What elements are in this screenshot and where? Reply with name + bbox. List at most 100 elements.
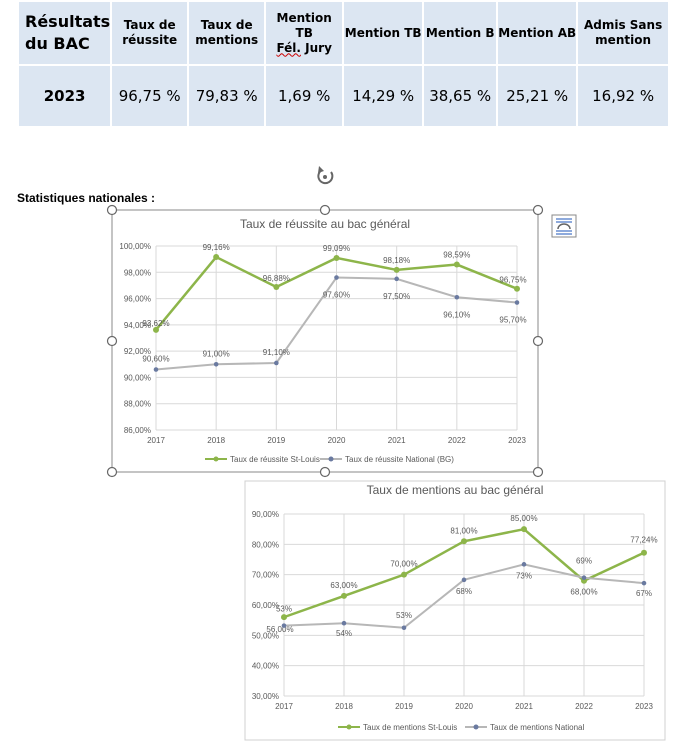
x-tick-label: 2017: [275, 702, 293, 711]
y-tick-label: 60,00%: [252, 601, 279, 610]
table-cell: 2023: [16, 64, 113, 128]
legend-label: Taux de mentions St-Louis: [363, 723, 457, 732]
y-tick-label: 88,00%: [124, 400, 151, 409]
resize-handle[interactable]: [106, 204, 118, 216]
table-cell: 25,21 %: [496, 64, 579, 128]
data-label: 91,00%: [203, 349, 230, 358]
x-tick-label: 2022: [448, 436, 466, 445]
header-cell: Admis Sans mention: [576, 0, 670, 66]
data-point: [153, 326, 159, 333]
header-cell: Taux de mentions: [187, 0, 267, 66]
data-point: [273, 284, 280, 291]
resize-handle[interactable]: [319, 204, 331, 216]
data-label: 68%: [456, 587, 472, 596]
table-cell: 96,75 %: [110, 64, 190, 128]
data-label: 96,88%: [263, 274, 290, 283]
data-label: 53%: [396, 611, 412, 620]
header-text: Jury: [300, 40, 332, 55]
section-label: Statistiques nationales :: [17, 191, 156, 205]
chart-title: Taux de mentions au bac général: [367, 483, 544, 497]
data-label: 85,00%: [510, 514, 537, 523]
layout-options-button[interactable]: [551, 214, 577, 238]
resize-handle[interactable]: [106, 466, 118, 478]
table-cell: 38,65 %: [422, 64, 499, 128]
header-cell: Résultats du BAC: [16, 0, 113, 66]
legend-marker: [346, 724, 352, 730]
header-cell: Taux de réussite: [110, 0, 190, 66]
table-cell: 16,92 %: [576, 64, 670, 128]
text-wrap-icon: [557, 223, 571, 230]
data-label: 96,10%: [443, 310, 470, 319]
y-tick-label: 96,00%: [124, 295, 151, 304]
data-label: 91,10%: [263, 348, 290, 357]
y-tick-label: 94,00%: [124, 321, 151, 330]
legend-marker: [473, 724, 479, 730]
data-point: [514, 300, 520, 305]
table-row: 2023 96,75 % 79,83 % 1,69 % 14,29 % 38,6…: [16, 64, 670, 128]
x-tick-label: 2020: [328, 436, 346, 445]
data-point: [394, 276, 399, 282]
x-tick-label: 2020: [455, 702, 473, 711]
data-label: 81,00%: [450, 526, 477, 535]
data-point: [333, 254, 340, 261]
x-tick-label: 2017: [147, 436, 165, 445]
data-label: 56,00%: [266, 625, 293, 634]
data-point: [461, 538, 467, 545]
resize-handle[interactable]: [106, 335, 118, 347]
data-point: [274, 360, 279, 366]
legend-label: Taux de réussite National (BG): [345, 455, 454, 464]
x-tick-label: 2018: [207, 436, 225, 445]
table-header-row: Résultats du BAC Taux de réussite Taux d…: [16, 0, 670, 66]
resize-handle[interactable]: [319, 466, 331, 478]
x-tick-label: 2021: [515, 702, 533, 711]
chart-area[interactable]: [244, 480, 666, 741]
data-label: 99,16%: [203, 243, 230, 252]
x-tick-label: 2023: [508, 436, 526, 445]
data-label: 97,60%: [323, 291, 350, 300]
x-tick-label: 2019: [395, 702, 413, 711]
data-label: 90,60%: [142, 355, 169, 364]
data-label: 68,00%: [570, 588, 597, 597]
data-point: [641, 580, 647, 586]
data-point: [453, 261, 460, 268]
x-tick-label: 2023: [635, 702, 653, 711]
data-point: [341, 620, 347, 626]
data-point: [153, 367, 159, 372]
data-point: [401, 571, 407, 578]
legend-marker: [213, 456, 219, 462]
header-cell: Mention B: [422, 0, 499, 66]
header-text: Mention TB: [276, 10, 332, 40]
data-point: [581, 575, 587, 580]
y-tick-label: 70,00%: [252, 571, 279, 580]
y-tick-label: 80,00%: [252, 540, 279, 549]
table-cell: 79,83 %: [187, 64, 267, 128]
data-label: 77,24%: [630, 536, 657, 545]
resize-handle[interactable]: [532, 204, 544, 216]
resize-handle[interactable]: [532, 466, 544, 478]
data-point: [461, 577, 467, 583]
y-tick-label: 50,00%: [252, 631, 279, 640]
data-point: [393, 266, 400, 273]
data-label: 99,09%: [323, 244, 350, 253]
rotate-arrow-icon: [318, 166, 324, 173]
y-tick-label: 30,00%: [252, 692, 279, 701]
resize-handle[interactable]: [532, 335, 544, 347]
data-label: 98,59%: [443, 251, 470, 260]
header-text: Fél.: [276, 40, 301, 55]
data-point: [521, 562, 527, 567]
data-label: 69%: [576, 557, 592, 566]
data-label: 73%: [516, 571, 532, 580]
y-tick-label: 98,00%: [124, 268, 151, 277]
data-label: 97,50%: [383, 292, 410, 301]
data-point: [641, 549, 647, 556]
y-tick-label: 86,00%: [124, 426, 151, 435]
y-tick-label: 92,00%: [124, 347, 151, 356]
data-point: [521, 526, 527, 533]
data-point: [213, 361, 219, 367]
y-tick-label: 100,00%: [119, 242, 151, 251]
rotate-handle[interactable]: [317, 166, 334, 185]
legend-label: Taux de mentions National: [490, 723, 585, 732]
data-point: [281, 623, 287, 628]
header-cell: Mention AB: [496, 0, 579, 66]
rotate-icon[interactable]: [317, 169, 334, 185]
